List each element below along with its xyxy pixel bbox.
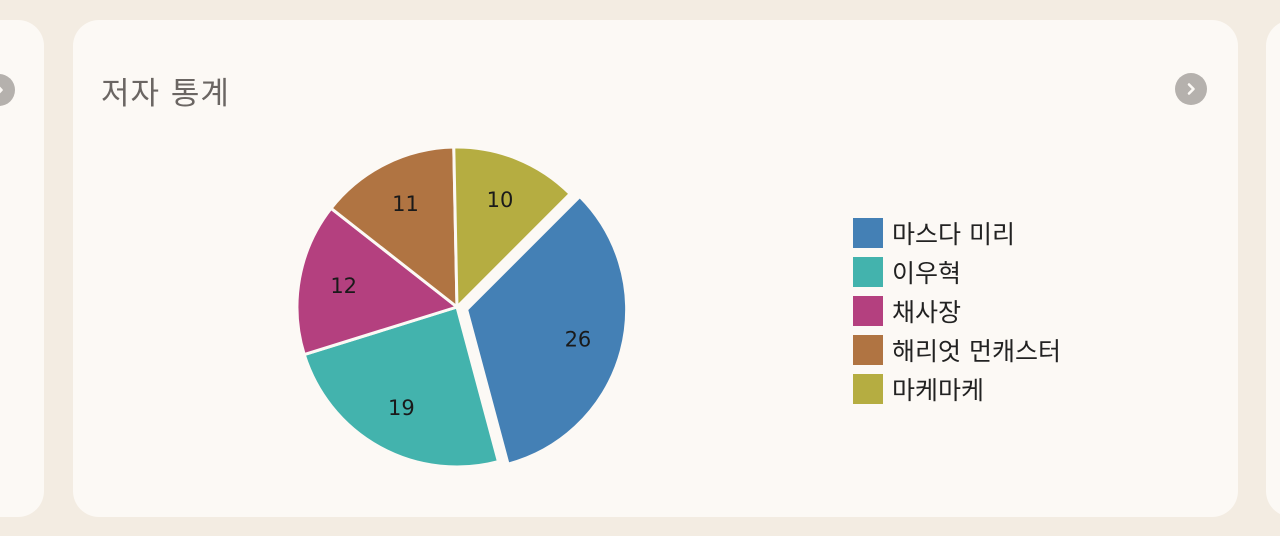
card-title: 저자 통계 <box>101 76 230 112</box>
legend-label: 마케마케 <box>892 375 985 405</box>
pie-slice[interactable] <box>452 145 572 309</box>
legend-item[interactable]: 채사장 <box>853 291 1061 330</box>
legend-label: 해리엇 먼캐스터 <box>892 336 1061 366</box>
previous-card-next-button[interactable] <box>0 74 15 106</box>
pie-data-label: 11 <box>392 192 419 216</box>
legend-item[interactable]: 이우혁 <box>853 252 1061 291</box>
legend-swatch <box>853 373 883 404</box>
legend-swatch <box>853 295 883 326</box>
card-next-button[interactable] <box>1175 73 1207 105</box>
legend-swatch <box>853 334 883 365</box>
legend-label: 채사장 <box>892 297 962 327</box>
chevron-right-icon <box>1187 83 1195 95</box>
pie-slice[interactable] <box>302 305 500 469</box>
legend-label: 마스다 미리 <box>892 219 1015 249</box>
pie-data-label: 19 <box>388 396 415 420</box>
next-card <box>1266 20 1280 517</box>
pie-slice[interactable] <box>329 145 459 309</box>
legend-item[interactable]: 해리엇 먼캐스터 <box>853 330 1061 369</box>
author-pie-chart: 26 19 12 11 10 <box>295 145 629 469</box>
pie-slice[interactable] <box>465 194 629 466</box>
pie-slice[interactable] <box>295 206 459 357</box>
legend-label: 이우혁 <box>892 258 962 288</box>
legend-item[interactable]: 마케마케 <box>853 369 1061 408</box>
legend-swatch <box>853 217 883 248</box>
legend-item[interactable]: 마스다 미리 <box>853 213 1061 252</box>
pie-data-label: 10 <box>487 188 514 212</box>
pie-data-label: 12 <box>330 274 357 298</box>
pie-data-label: 26 <box>565 327 592 351</box>
legend-swatch <box>853 256 883 287</box>
previous-card <box>0 20 44 517</box>
chevron-right-icon <box>0 86 3 94</box>
